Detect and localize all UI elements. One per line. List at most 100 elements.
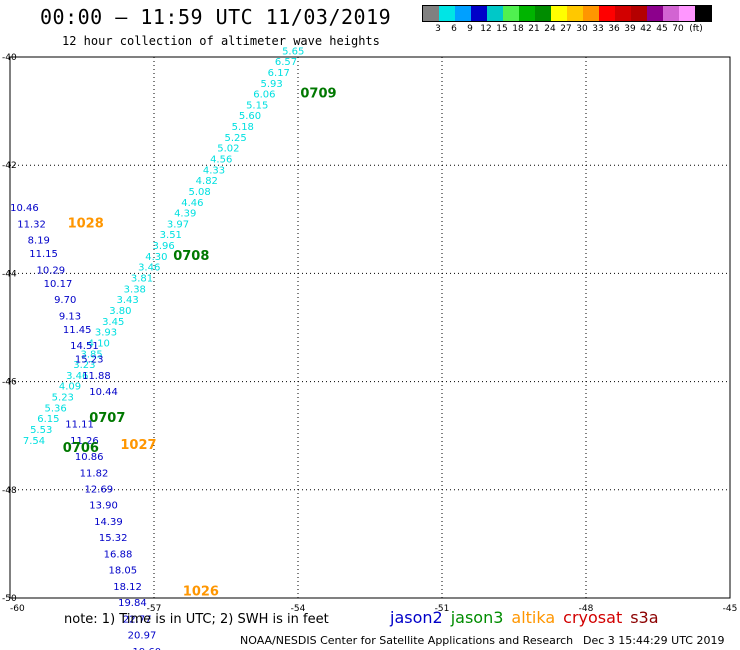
swh-value-label: 4.56 — [210, 154, 232, 165]
swh-value-label: 11.82 — [80, 468, 109, 479]
y-tick-label: -50 — [2, 594, 17, 604]
swh-value-label: 4.30 — [145, 252, 167, 263]
legend-swatch — [519, 6, 535, 21]
y-tick-label: -46 — [2, 378, 17, 388]
legend-swatch — [471, 6, 487, 21]
swh-value-label: 3.38 — [124, 284, 146, 295]
swh-value-label: 3.46 — [138, 263, 160, 274]
swh-value-label: 11.32 — [17, 219, 46, 230]
legend-swatch — [663, 6, 679, 21]
swh-value-label: 3.23 — [73, 360, 95, 371]
legend-label: 42 — [640, 24, 652, 34]
legend-label: 33 — [592, 24, 604, 34]
legend-swatch — [695, 6, 711, 21]
legend-swatch — [423, 6, 439, 21]
swh-value-label: 4.33 — [203, 165, 225, 176]
legend-label: 3 — [435, 24, 441, 34]
legend-label: 45 — [656, 24, 668, 34]
swh-value-label: 3.93 — [95, 328, 117, 339]
legend-swatch — [679, 6, 695, 21]
swh-value-label: 19.60 — [132, 647, 161, 650]
legend-label: 15 — [496, 24, 508, 34]
swh-value-label: 10.44 — [89, 387, 118, 398]
swh-value-label: 3.51 — [160, 230, 182, 241]
legend-swatch — [647, 6, 663, 21]
swh-value-label: 22.77 — [123, 614, 152, 625]
pass-time-label: 0707 — [89, 411, 125, 426]
pass-time-label: 0709 — [300, 87, 336, 102]
legend-label: (ft) — [689, 24, 703, 34]
swh-value-label: 12.69 — [84, 485, 113, 496]
x-tick-label: -60 — [10, 604, 25, 614]
swh-value-label: 10.46 — [10, 203, 39, 214]
legend-swatch — [455, 6, 471, 21]
legend-labels: 3 6 9 12 15 18 21 24 27 30 33 36 39 42 45 70 (ft) — [422, 22, 712, 36]
swh-value-label: 15.32 — [99, 533, 128, 544]
swh-value-label: 3.81 — [131, 274, 153, 285]
swh-value-label: 15.23 — [75, 355, 104, 366]
legend-swatch — [583, 6, 599, 21]
legend-swatch — [535, 6, 551, 21]
swh-value-label: 3.97 — [167, 219, 189, 230]
swh-value-label: 6.06 — [253, 90, 275, 101]
credit-text: NOAA/NESDIS Center for Satellite Applica… — [240, 634, 574, 647]
legend-swatch — [599, 6, 615, 21]
swh-value-label: 8.19 — [28, 236, 50, 247]
swh-value-label: 5.25 — [224, 133, 246, 144]
swh-value-label: 4.09 — [59, 382, 81, 393]
satellite-jason3: jason3 — [450, 608, 504, 627]
swh-value-label: 10.86 — [75, 452, 104, 463]
swh-value-label: 3.43 — [116, 295, 138, 306]
satellite-legend: jason2 jason3 altika cryosat s3a — [390, 608, 667, 627]
legend-label: 9 — [467, 24, 473, 34]
legend-label: 30 — [576, 24, 588, 34]
legend-swatch — [487, 6, 503, 21]
swh-value-label: 7.54 — [23, 436, 45, 447]
x-tick-label: -48 — [579, 604, 594, 614]
legend-swatches — [422, 5, 712, 22]
legend-label: 39 — [624, 24, 636, 34]
legend-label: 70 — [672, 24, 684, 34]
footer-note: note: 1) Time is in UTC; 2) SWH is in fe… — [64, 612, 329, 627]
swh-value-label: 11.15 — [29, 249, 58, 260]
swh-value-label: 11.45 — [63, 325, 92, 336]
swh-value-label: 3.80 — [109, 306, 131, 317]
swh-value-label: 14.39 — [94, 517, 123, 528]
x-tick-label: -54 — [291, 604, 306, 614]
swh-value-label: 11.11 — [65, 420, 94, 431]
swh-value-label: 6.17 — [268, 68, 290, 79]
satellite-s3a: s3a — [630, 608, 659, 627]
swh-value-label: 18.05 — [108, 566, 137, 577]
swh-value-label: 11.88 — [82, 371, 111, 382]
pass-time-label: 1026 — [183, 584, 219, 599]
y-tick-label: -44 — [2, 269, 17, 279]
y-tick-label: -48 — [2, 486, 17, 496]
legend-label: 27 — [560, 24, 572, 34]
legend-label: 21 — [528, 24, 540, 34]
swh-value-label: 5.15 — [246, 100, 268, 111]
legend-label: 12 — [480, 24, 492, 34]
legend-swatch — [439, 6, 455, 21]
swh-value-label: 3.46 — [66, 371, 88, 382]
chart-subtitle: 12 hour collection of altimeter wave hei… — [62, 34, 380, 48]
swh-value-label: 3.96 — [152, 241, 174, 252]
swh-value-label: 4.10 — [88, 338, 110, 349]
legend-swatch — [631, 6, 647, 21]
swh-value-label: 10.17 — [44, 279, 73, 290]
legend-swatch — [503, 6, 519, 21]
swh-value-label: 4.39 — [174, 209, 196, 220]
swh-value-label: 18.12 — [113, 582, 142, 593]
swh-value-label: 5.23 — [52, 393, 74, 404]
x-tick-label: -45 — [723, 604, 738, 614]
swh-value-label: 5.36 — [44, 403, 66, 414]
pass-time-label: 0706 — [63, 441, 99, 456]
swh-value-label: 5.60 — [239, 111, 261, 122]
swh-value-label: 19.84 — [118, 598, 147, 609]
legend-swatch — [567, 6, 583, 21]
swh-value-label: 20.97 — [128, 631, 157, 642]
swh-value-label: 11.26 — [70, 436, 99, 447]
plot-frame — [9, 56, 731, 599]
swh-value-label: 5.65 — [282, 46, 304, 57]
y-tick-label: -42 — [2, 161, 17, 171]
